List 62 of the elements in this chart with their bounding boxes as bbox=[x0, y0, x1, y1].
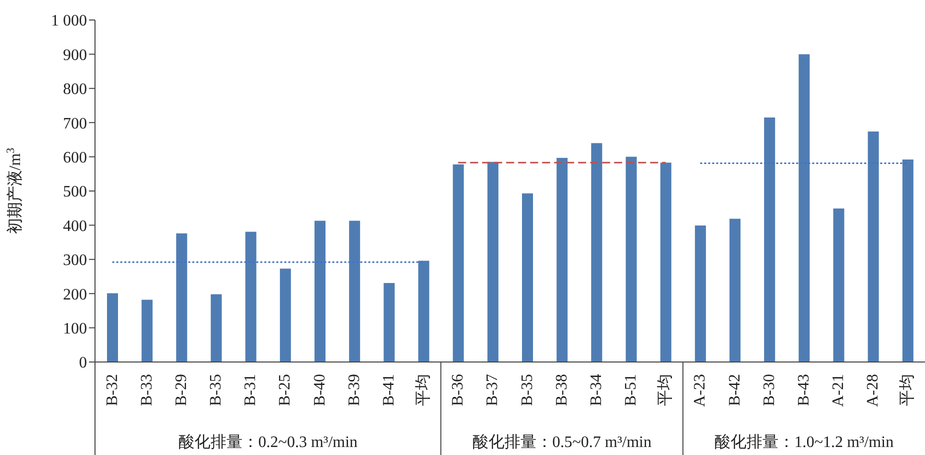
x-tick-label: B-42 bbox=[726, 374, 744, 406]
bar bbox=[591, 143, 602, 362]
bar bbox=[522, 193, 533, 362]
x-tick-label: B-30 bbox=[760, 374, 778, 406]
y-tick-label: 400 bbox=[63, 218, 87, 235]
y-tick-label: 700 bbox=[63, 115, 87, 132]
x-tick-label: 平均 bbox=[657, 374, 674, 406]
bar bbox=[730, 218, 740, 362]
bar bbox=[210, 294, 222, 362]
bar bbox=[245, 232, 256, 362]
bar bbox=[798, 54, 810, 362]
x-tick-label: B-33 bbox=[138, 374, 156, 406]
text: 酸化排量：0.5~0.7 m³/min bbox=[472, 433, 652, 451]
bar bbox=[176, 233, 188, 362]
y-tick-label: 900 bbox=[63, 46, 87, 64]
text: 酸化排量：0.2~0.3 m³/min bbox=[178, 433, 358, 451]
y-tick-label: 100 bbox=[63, 320, 87, 338]
y-tick-label: 300 bbox=[63, 252, 87, 270]
x-tick-label: B-29 bbox=[172, 374, 190, 406]
bar bbox=[868, 131, 879, 362]
bar bbox=[314, 220, 326, 362]
y-tick-label: 500 bbox=[63, 184, 87, 201]
y-tick-label: 200 bbox=[63, 286, 87, 304]
bar bbox=[452, 164, 464, 362]
x-tick-label: A-28 bbox=[864, 374, 882, 407]
y-tick-label: 1 000 bbox=[51, 12, 87, 30]
x-tick-label: B-41 bbox=[380, 374, 398, 406]
bar bbox=[107, 293, 118, 362]
y-tick-label: 0 bbox=[79, 354, 87, 372]
bar bbox=[902, 160, 914, 362]
x-tick-label: A-23 bbox=[692, 374, 709, 407]
bar bbox=[384, 283, 395, 362]
x-tick-label: B-39 bbox=[346, 374, 363, 406]
x-tick-label: B-35 bbox=[518, 374, 536, 406]
text: 酸化排量：1.0~1.2 m³/min bbox=[714, 433, 894, 451]
x-tick-label: B-25 bbox=[276, 374, 294, 406]
bar bbox=[349, 220, 360, 362]
bar bbox=[694, 226, 706, 362]
x-tick-label: B-43 bbox=[795, 374, 812, 406]
x-tick-label: 平均 bbox=[415, 374, 432, 406]
bar bbox=[833, 208, 844, 362]
bar bbox=[418, 260, 430, 362]
bar bbox=[764, 117, 776, 362]
x-tick-label: B-36 bbox=[450, 374, 467, 406]
bar bbox=[660, 162, 672, 362]
x-tick-label: B-31 bbox=[242, 374, 260, 406]
y-tick-label: 800 bbox=[63, 81, 87, 98]
bar bbox=[487, 162, 498, 362]
x-tick-label: B-38 bbox=[553, 374, 570, 406]
x-tick-label: A-21 bbox=[830, 374, 848, 407]
bar bbox=[142, 300, 153, 362]
x-tick-label: B-32 bbox=[104, 374, 121, 406]
x-tick-label: B-37 bbox=[484, 374, 502, 406]
y-tick-label: 600 bbox=[63, 149, 87, 166]
x-tick-label: B-40 bbox=[311, 374, 328, 406]
x-tick-label: B-34 bbox=[588, 374, 605, 406]
bar bbox=[626, 156, 637, 362]
x-tick-label: 平均 bbox=[899, 374, 916, 406]
x-tick-label: B-35 bbox=[208, 374, 225, 406]
x-tick-label: B-51 bbox=[622, 374, 640, 406]
bar bbox=[556, 158, 568, 362]
bar bbox=[280, 268, 291, 362]
